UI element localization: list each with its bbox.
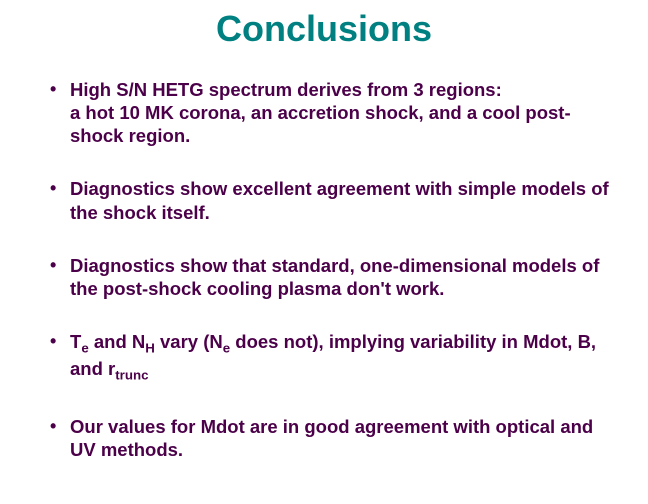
bullet-item: Our values for Mdot are in good agreemen… <box>50 415 618 461</box>
bullet-subtext: a hot 10 MK corona, an accretion shock, … <box>70 101 618 147</box>
bullet-item: High S/N HETG spectrum derives from 3 re… <box>50 78 618 147</box>
slide-container: Conclusions High S/N HETG spectrum deriv… <box>0 0 648 504</box>
bullet-item: Diagnostics show that standard, one-dime… <box>50 254 618 300</box>
bullet-item: Diagnostics show excellent agreement wit… <box>50 177 618 223</box>
bullet-text: High S/N HETG spectrum derives from 3 re… <box>70 79 502 100</box>
bullet-list: High S/N HETG spectrum derives from 3 re… <box>30 78 618 461</box>
bullet-text: Our values for Mdot are in good agreemen… <box>70 416 593 460</box>
bullet-text: Diagnostics show that standard, one-dime… <box>70 255 599 299</box>
bullet-text: Diagnostics show excellent agreement wit… <box>70 178 609 222</box>
bullet-text: Te and NH vary (Ne does not), implying v… <box>70 331 596 379</box>
bullet-item: Te and NH vary (Ne does not), implying v… <box>50 330 618 385</box>
slide-title: Conclusions <box>30 8 618 50</box>
